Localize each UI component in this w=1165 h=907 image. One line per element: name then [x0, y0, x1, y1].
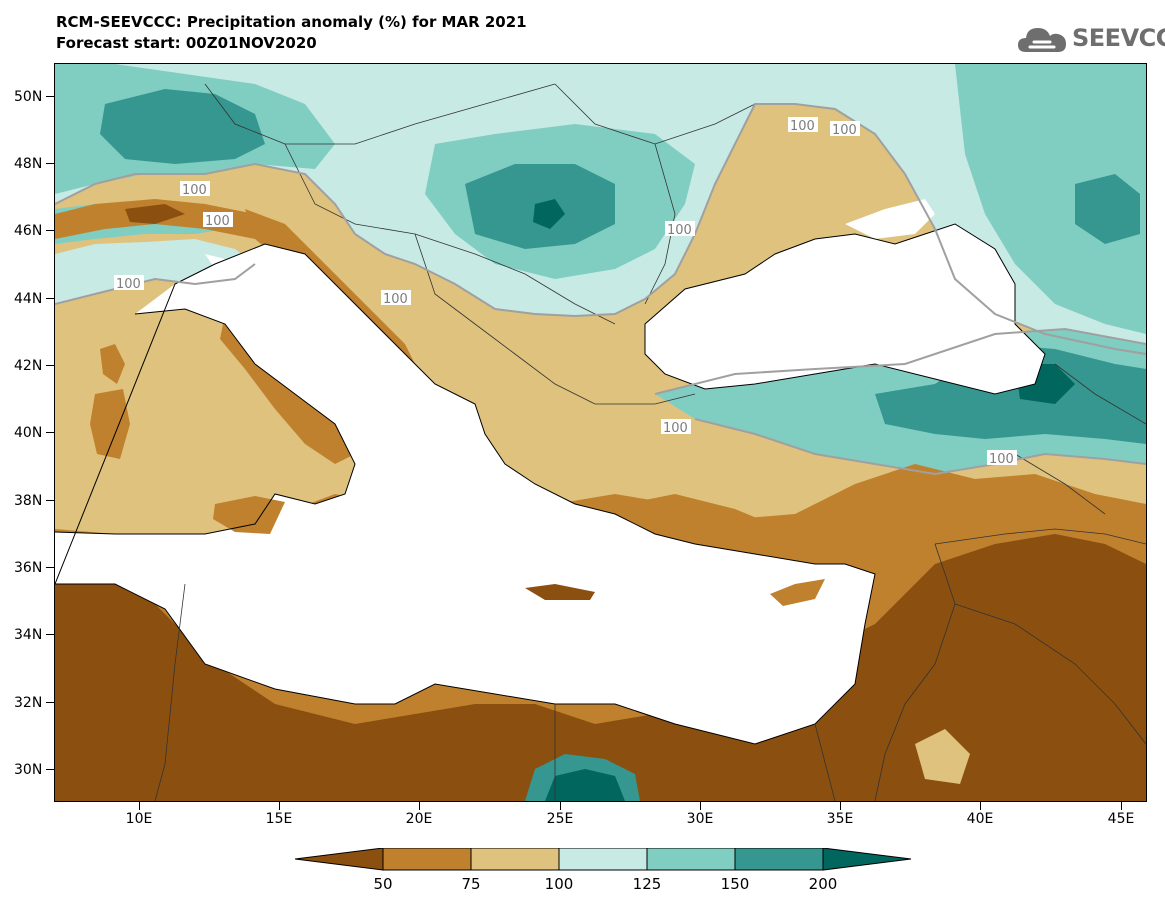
lon-tick	[279, 802, 280, 810]
colorbar-tick-label: 50	[373, 875, 393, 893]
colorbar-tick-label: 100	[544, 875, 574, 893]
lon-label: 15E	[265, 811, 293, 827]
lon-label: 20E	[405, 811, 433, 827]
adriatic-sea	[205, 254, 405, 394]
crete-island	[525, 584, 595, 600]
colorbar-tick-label: 125	[632, 875, 662, 893]
svg-text:100: 100	[182, 183, 207, 198]
lat-label: 30N	[14, 762, 43, 778]
sardinia-island	[90, 389, 130, 459]
lon-tick	[139, 802, 140, 810]
lat-tick	[46, 96, 54, 97]
colorbar-segment	[646, 848, 736, 871]
lon-label: 45E	[1107, 811, 1135, 827]
forecast-start: Forecast start: 00Z01NOV2020	[56, 34, 317, 52]
corsica-island	[100, 344, 125, 384]
contour-label: 100	[114, 275, 144, 292]
contour-label: 100	[661, 419, 691, 436]
contour-label: 100	[788, 117, 818, 134]
lat-label: 48N	[14, 156, 43, 172]
colorbar-segment	[822, 848, 912, 871]
colorbar-segment	[295, 848, 384, 871]
extremely-wet-core	[533, 199, 565, 229]
lon-tick	[980, 802, 981, 810]
contour-label: 100	[180, 181, 210, 198]
very-dry-south	[55, 534, 1146, 801]
very-wet-northwest	[100, 89, 265, 164]
extremely-wet-egypt	[545, 769, 625, 801]
contour-label: 100	[665, 221, 695, 238]
colorbar-segment	[734, 848, 824, 871]
seevccc-logo: SEEVCCC	[1016, 22, 1165, 56]
lat-tick	[46, 702, 54, 703]
contour-100	[55, 103, 1146, 476]
lat-tick	[46, 365, 54, 366]
contour-labels: 100 100 100 100 100 100 100 100 100	[114, 117, 1017, 467]
logo-text: SEEVCCC	[1072, 24, 1165, 52]
precipitation-anomaly-map: 100 100 100 100 100 100 100 100 100	[54, 63, 1147, 802]
country-borders	[154, 83, 1146, 801]
lon-label: 35E	[826, 811, 854, 827]
lon-tick	[840, 802, 841, 810]
coastlines	[55, 223, 1046, 745]
lat-label: 46N	[14, 223, 43, 239]
lat-label: 32N	[14, 695, 43, 711]
lon-label: 10E	[125, 811, 153, 827]
contour-label: 100	[987, 450, 1017, 467]
colorbar	[295, 848, 912, 871]
mediterranean-sea	[55, 244, 875, 744]
wet-northeast	[955, 64, 1146, 334]
colorbar-segment	[382, 848, 472, 871]
lat-tick	[46, 769, 54, 770]
lon-tick	[560, 802, 561, 810]
cyprus-island	[770, 579, 825, 606]
very-dry-alps	[125, 204, 185, 224]
svg-text:100: 100	[832, 123, 857, 138]
lat-tick	[46, 500, 54, 501]
lat-label: 44N	[14, 291, 43, 307]
wet-alps-region	[55, 239, 255, 304]
lat-tick	[46, 432, 54, 433]
lat-tick	[46, 567, 54, 568]
colorbar-segment	[470, 848, 560, 871]
colorbar-tick-label: 200	[808, 875, 838, 893]
svg-text:100: 100	[205, 214, 230, 229]
lat-label: 50N	[14, 89, 43, 105]
dry-arabia-spot	[915, 729, 970, 784]
svg-text:100: 100	[667, 223, 692, 238]
svg-text:100: 100	[663, 421, 688, 436]
contour-label: 100	[381, 290, 411, 307]
colorbar-tick-label: 75	[461, 875, 481, 893]
lat-label: 34N	[14, 627, 43, 643]
svg-text:100: 100	[790, 119, 815, 134]
lat-tick	[46, 298, 54, 299]
lon-tick	[1121, 802, 1122, 810]
colorbar-segment	[558, 848, 648, 871]
lat-tick	[46, 230, 54, 231]
colorbar-tick-label: 150	[720, 875, 750, 893]
lat-label: 38N	[14, 493, 43, 509]
svg-text:100: 100	[116, 277, 141, 292]
lon-tick	[700, 802, 701, 810]
lat-tick	[46, 163, 54, 164]
very-wet-caucasus	[875, 344, 1146, 444]
lon-label: 30E	[686, 811, 714, 827]
lat-tick	[46, 634, 54, 635]
lat-label: 42N	[14, 358, 43, 374]
lon-tick	[419, 802, 420, 810]
lon-label: 25E	[546, 811, 574, 827]
svg-text:100: 100	[989, 452, 1014, 467]
lat-label: 36N	[14, 560, 43, 576]
lat-label: 40N	[14, 425, 43, 441]
lon-label: 40E	[966, 811, 994, 827]
very-wet-northeast	[1075, 174, 1140, 244]
map-title: RCM-SEEVCCC: Precipitation anomaly (%) f…	[56, 13, 527, 31]
azov-sea	[845, 199, 935, 239]
map-canvas: 100 100 100 100 100 100 100 100 100	[55, 64, 1146, 801]
contour-label: 100	[203, 212, 233, 229]
svg-text:100: 100	[383, 292, 408, 307]
contour-label: 100	[830, 121, 860, 138]
cloud-icon	[1018, 28, 1066, 52]
